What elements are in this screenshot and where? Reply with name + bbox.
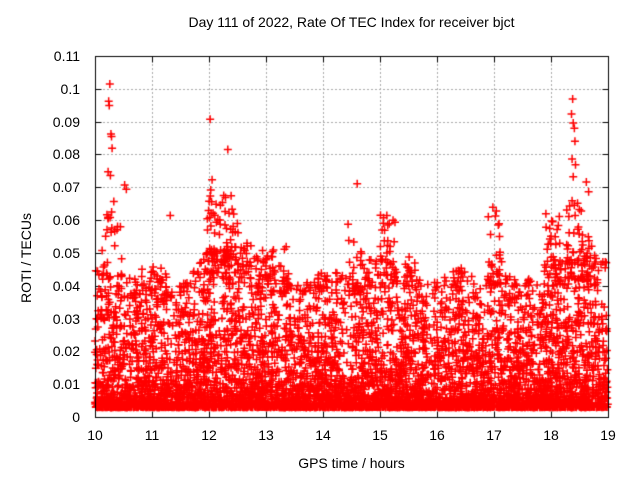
y-tick-label: 0.08 — [52, 146, 80, 163]
x-axis-label: GPS time / hours — [298, 455, 405, 471]
x-tick-label: 14 — [315, 427, 331, 443]
y-tick-label: 0.07 — [52, 179, 80, 196]
x-tick-label: 19 — [600, 427, 616, 443]
x-tick-label: 13 — [258, 427, 274, 443]
x-tick-label: 10 — [87, 427, 103, 443]
y-tick-label: 0.1 — [60, 80, 80, 97]
x-tick-label: 12 — [201, 427, 217, 443]
y-tick-label: 0.11 — [53, 48, 80, 64]
x-tick-label: 15 — [372, 427, 388, 443]
y-tick-label: 0.01 — [52, 376, 80, 393]
y-tick-label: 0.03 — [52, 310, 80, 327]
y-tick-label: 0.02 — [52, 343, 80, 360]
y-tick-label: 0 — [72, 409, 80, 425]
x-tick-label: 18 — [543, 427, 559, 443]
x-tick-label: 17 — [486, 427, 502, 443]
y-tick-label: 0.09 — [52, 113, 80, 130]
y-tick-label: 0.06 — [52, 212, 80, 229]
x-tick-label: 11 — [144, 427, 160, 443]
x-tick-label: 16 — [429, 427, 445, 443]
y-tick-label: 0.05 — [52, 244, 80, 261]
chart-title: Day 111 of 2022, Rate Of TEC Index for r… — [188, 14, 515, 30]
y-tick-label: 0.04 — [52, 277, 80, 294]
